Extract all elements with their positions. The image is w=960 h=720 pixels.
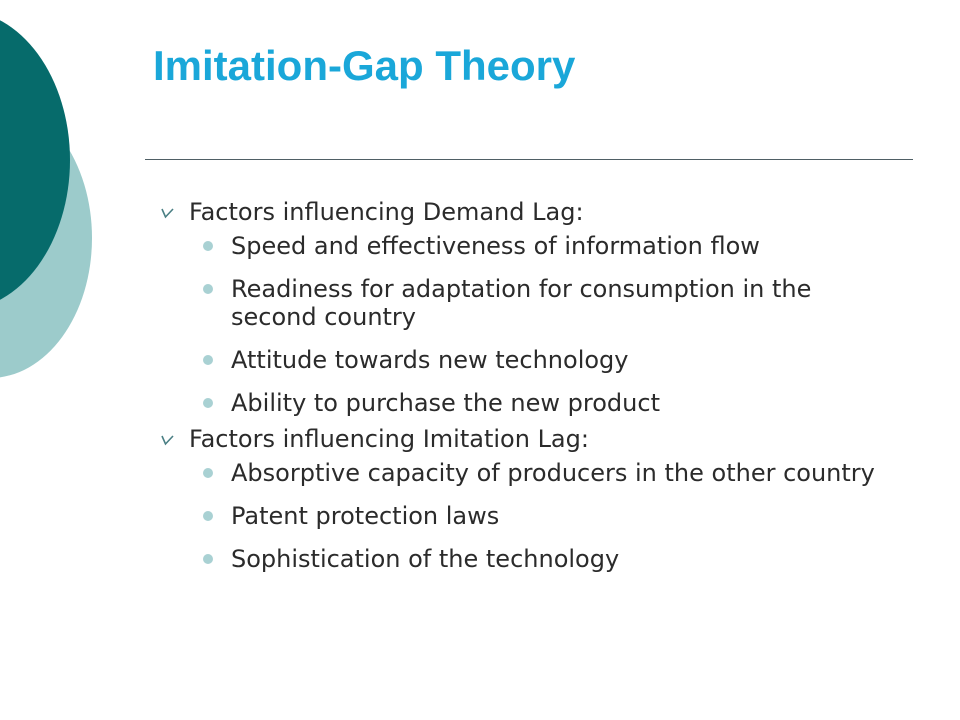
list-item: Patent protection laws: [203, 502, 898, 530]
bullet-dot-icon: [203, 355, 213, 365]
imitation-lag-list: Absorptive capacity of producers in the …: [158, 459, 898, 573]
dark-teal-circle: [0, 20, 70, 300]
demand-lag-list: Speed and effectiveness of information f…: [158, 232, 898, 417]
list-item: Readiness for adaptation for consumption…: [203, 275, 898, 331]
section-demand-lag: Factors influencing Demand Lag: Speed an…: [158, 196, 898, 417]
slide-title: Imitation-Gap Theory: [153, 42, 576, 89]
section-imitation-lag: Factors influencing Imitation Lag: Absor…: [158, 423, 898, 573]
bullet-dot-icon: [203, 468, 213, 478]
bullet-dot-icon: [203, 511, 213, 521]
section-heading-text: Factors influencing Imitation Lag:: [189, 425, 589, 453]
slide-body: Factors influencing Demand Lag: Speed an…: [158, 196, 898, 579]
list-item: Attitude towards new technology: [203, 346, 898, 374]
checkbox-bullet-icon: [161, 435, 174, 446]
list-item: Sophistication of the technology: [203, 545, 898, 573]
section-heading: Factors influencing Imitation Lag:: [158, 423, 898, 456]
bullet-dot-icon: [203, 398, 213, 408]
bullet-dot-icon: [203, 284, 213, 294]
section-heading: Factors influencing Demand Lag:: [158, 196, 898, 229]
list-item: Absorptive capacity of producers in the …: [203, 459, 898, 487]
bullet-dot-icon: [203, 554, 213, 564]
bullet-dot-icon: [203, 241, 213, 251]
title-divider: [145, 159, 913, 160]
checkbox-bullet-icon: [161, 208, 174, 219]
list-item: Speed and effectiveness of information f…: [203, 232, 898, 260]
decorative-circles: [0, 20, 92, 378]
section-heading-text: Factors influencing Demand Lag:: [189, 198, 584, 226]
list-item: Ability to purchase the new product: [203, 389, 898, 417]
